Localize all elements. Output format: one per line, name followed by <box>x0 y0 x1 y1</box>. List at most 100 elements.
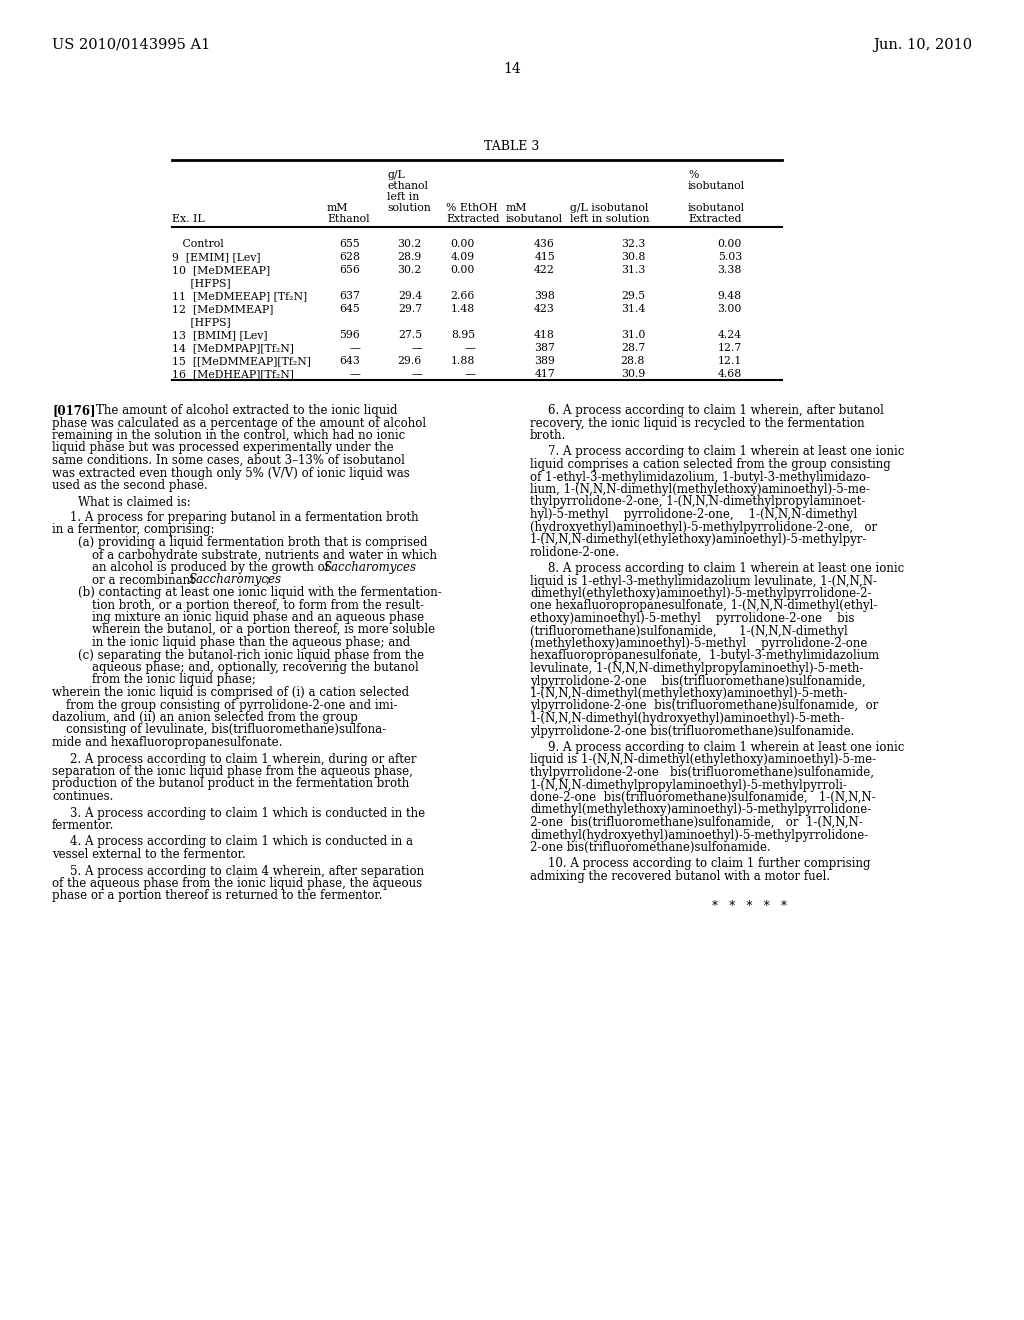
Text: of the aqueous phase from the ionic liquid phase, the aqueous: of the aqueous phase from the ionic liqu… <box>52 876 422 890</box>
Text: hyl)-5-methyl    pyrrolidone-2-one,    1-(N,N,N-dimethyl: hyl)-5-methyl pyrrolidone-2-one, 1-(N,N,… <box>530 508 857 521</box>
Text: 1-(N,N,N-dimethylpropylaminoethyl)-5-methylpyrroli-: 1-(N,N,N-dimethylpropylaminoethyl)-5-met… <box>530 779 848 792</box>
Text: continues.: continues. <box>52 789 114 803</box>
Text: 645: 645 <box>339 304 360 314</box>
Text: dimethyl(ethylethoxy)aminoethyl)-5-methylpyrrolidone-2-: dimethyl(ethylethoxy)aminoethyl)-5-methy… <box>530 587 871 601</box>
Text: 28.8: 28.8 <box>621 356 645 366</box>
Text: 0.00: 0.00 <box>451 239 475 249</box>
Text: 2-one  bis(trifluoromethane)sulfonamide,   or  1-(N,N,N-: 2-one bis(trifluoromethane)sulfonamide, … <box>530 816 863 829</box>
Text: 2-one bis(trifluoromethane)sulfonamide.: 2-one bis(trifluoromethane)sulfonamide. <box>530 841 771 854</box>
Text: mM: mM <box>506 203 527 213</box>
Text: 8.95: 8.95 <box>451 330 475 341</box>
Text: same conditions. In some cases, about 3–13% of isobutanol: same conditions. In some cases, about 3–… <box>52 454 404 467</box>
Text: What is claimed is:: What is claimed is: <box>78 496 190 510</box>
Text: 6. A process according to claim 1 wherein, after butanol: 6. A process according to claim 1 wherei… <box>548 404 884 417</box>
Text: 1-(N,N,N-dimethyl(methylethoxy)aminoethyl)-5-meth-: 1-(N,N,N-dimethyl(methylethoxy)aminoethy… <box>530 686 848 700</box>
Text: 9.48: 9.48 <box>718 290 742 301</box>
Text: 8. A process according to claim 1 wherein at least one ionic: 8. A process according to claim 1 wherei… <box>548 562 904 576</box>
Text: *   *   *   *   *: * * * * * <box>713 900 787 913</box>
Text: —: — <box>411 343 422 352</box>
Text: TABLE 3: TABLE 3 <box>484 140 540 153</box>
Text: The amount of alcohol extracted to the ionic liquid: The amount of alcohol extracted to the i… <box>96 404 397 417</box>
Text: [HFPS]: [HFPS] <box>180 279 230 288</box>
Text: 14: 14 <box>503 62 521 77</box>
Text: 30.8: 30.8 <box>621 252 645 261</box>
Text: Control: Control <box>172 239 224 249</box>
Text: %: % <box>688 170 698 180</box>
Text: rolidone-2-one.: rolidone-2-one. <box>530 545 621 558</box>
Text: 16  [MeDHEAP][Tf₂N]: 16 [MeDHEAP][Tf₂N] <box>172 370 294 379</box>
Text: liquid phase but was processed experimentally under the: liquid phase but was processed experimen… <box>52 441 393 454</box>
Text: 7. A process according to claim 1 wherein at least one ionic: 7. A process according to claim 1 wherei… <box>548 446 904 458</box>
Text: [HFPS]: [HFPS] <box>180 317 230 327</box>
Text: 12.1: 12.1 <box>718 356 742 366</box>
Text: 0.00: 0.00 <box>451 265 475 275</box>
Text: 30.2: 30.2 <box>397 239 422 249</box>
Text: done-2-one  bis(trifluoromethane)sulfonamide,   1-(N,N,N-: done-2-one bis(trifluoromethane)sulfonam… <box>530 791 876 804</box>
Text: (c) separating the butanol-rich ionic liquid phase from the: (c) separating the butanol-rich ionic li… <box>78 648 424 661</box>
Text: production of the butanol product in the fermentation broth: production of the butanol product in the… <box>52 777 410 791</box>
Text: Ex. IL: Ex. IL <box>172 214 205 224</box>
Text: ;: ; <box>266 573 270 586</box>
Text: solution: solution <box>387 203 431 213</box>
Text: phase was calculated as a percentage of the amount of alcohol: phase was calculated as a percentage of … <box>52 417 426 429</box>
Text: Ethanol: Ethanol <box>327 214 370 224</box>
Text: 30.2: 30.2 <box>397 265 422 275</box>
Text: ing mixture an ionic liquid phase and an aqueous phase: ing mixture an ionic liquid phase and an… <box>92 611 424 624</box>
Text: 28.7: 28.7 <box>621 343 645 352</box>
Text: 1.48: 1.48 <box>451 304 475 314</box>
Text: 3.00: 3.00 <box>718 304 742 314</box>
Text: 418: 418 <box>535 330 555 341</box>
Text: 9  [EMIM] [Lev]: 9 [EMIM] [Lev] <box>172 252 260 261</box>
Text: mide and hexafluoropropanesulfonate.: mide and hexafluoropropanesulfonate. <box>52 737 283 748</box>
Text: 436: 436 <box>535 239 555 249</box>
Text: 9. A process according to claim 1 wherein at least one ionic: 9. A process according to claim 1 wherei… <box>548 741 904 754</box>
Text: hexafluoropropanesulfonate,  1-butyl-3-methylimidazolium: hexafluoropropanesulfonate, 1-butyl-3-me… <box>530 649 880 663</box>
Text: 389: 389 <box>535 356 555 366</box>
Text: 637: 637 <box>339 290 360 301</box>
Text: 5.03: 5.03 <box>718 252 742 261</box>
Text: 2. A process according to claim 1 wherein, during or after: 2. A process according to claim 1 wherei… <box>70 752 417 766</box>
Text: remaining in the solution in the control, which had no ionic: remaining in the solution in the control… <box>52 429 406 442</box>
Text: 32.3: 32.3 <box>621 239 645 249</box>
Text: ylpyrrolidone-2-one    bis(trifluoromethane)sulfonamide,: ylpyrrolidone-2-one bis(trifluoromethane… <box>530 675 865 688</box>
Text: 656: 656 <box>339 265 360 275</box>
Text: liquid comprises a cation selected from the group consisting: liquid comprises a cation selected from … <box>530 458 891 471</box>
Text: vessel external to the fermentor.: vessel external to the fermentor. <box>52 847 246 861</box>
Text: 643: 643 <box>339 356 360 366</box>
Text: 13  [BMIM] [Lev]: 13 [BMIM] [Lev] <box>172 330 267 341</box>
Text: 27.5: 27.5 <box>398 330 422 341</box>
Text: —: — <box>349 370 360 379</box>
Text: in the ionic liquid phase than the aqueous phase; and: in the ionic liquid phase than the aqueo… <box>92 636 411 649</box>
Text: 0.00: 0.00 <box>718 239 742 249</box>
Text: ylpyrrolidone-2-one bis(trifluoromethane)sulfonamide.: ylpyrrolidone-2-one bis(trifluoromethane… <box>530 725 854 738</box>
Text: 4. A process according to claim 1 which is conducted in a: 4. A process according to claim 1 which … <box>70 836 413 849</box>
Text: 2.66: 2.66 <box>451 290 475 301</box>
Text: 15  [[MeDMMEAP][Tf₂N]: 15 [[MeDMMEAP][Tf₂N] <box>172 356 311 366</box>
Text: g/L isobutanol: g/L isobutanol <box>570 203 648 213</box>
Text: 596: 596 <box>339 330 360 341</box>
Text: isobutanol: isobutanol <box>688 203 745 213</box>
Text: 3.38: 3.38 <box>718 265 742 275</box>
Text: separation of the ionic liquid phase from the aqueous phase,: separation of the ionic liquid phase fro… <box>52 766 413 777</box>
Text: broth.: broth. <box>530 429 566 442</box>
Text: was extracted even though only 5% (V/V) of ionic liquid was: was extracted even though only 5% (V/V) … <box>52 466 410 479</box>
Text: Extracted: Extracted <box>688 214 741 224</box>
Text: mM: mM <box>327 203 348 213</box>
Text: 4.24: 4.24 <box>718 330 742 341</box>
Text: admixing the recovered butanol with a motor fuel.: admixing the recovered butanol with a mo… <box>530 870 830 883</box>
Text: isobutanol: isobutanol <box>688 181 745 191</box>
Text: 4.09: 4.09 <box>451 252 475 261</box>
Text: of 1-ethyl-3-methylimidazolium, 1-butyl-3-methylimidazo-: of 1-ethyl-3-methylimidazolium, 1-butyl-… <box>530 470 870 483</box>
Text: thylpyrrolidone-2-one, 1-(N,N,N-dimethylpropylaminoet-: thylpyrrolidone-2-one, 1-(N,N,N-dimethyl… <box>530 495 865 508</box>
Text: —: — <box>349 343 360 352</box>
Text: 29.6: 29.6 <box>397 356 422 366</box>
Text: 30.9: 30.9 <box>621 370 645 379</box>
Text: 417: 417 <box>535 370 555 379</box>
Text: 415: 415 <box>535 252 555 261</box>
Text: left in: left in <box>387 191 419 202</box>
Text: 31.4: 31.4 <box>621 304 645 314</box>
Text: 14  [MeDMPAP][Tf₂N]: 14 [MeDMPAP][Tf₂N] <box>172 343 294 352</box>
Text: [0176]: [0176] <box>52 404 95 417</box>
Text: 31.3: 31.3 <box>621 265 645 275</box>
Text: 29.5: 29.5 <box>621 290 645 301</box>
